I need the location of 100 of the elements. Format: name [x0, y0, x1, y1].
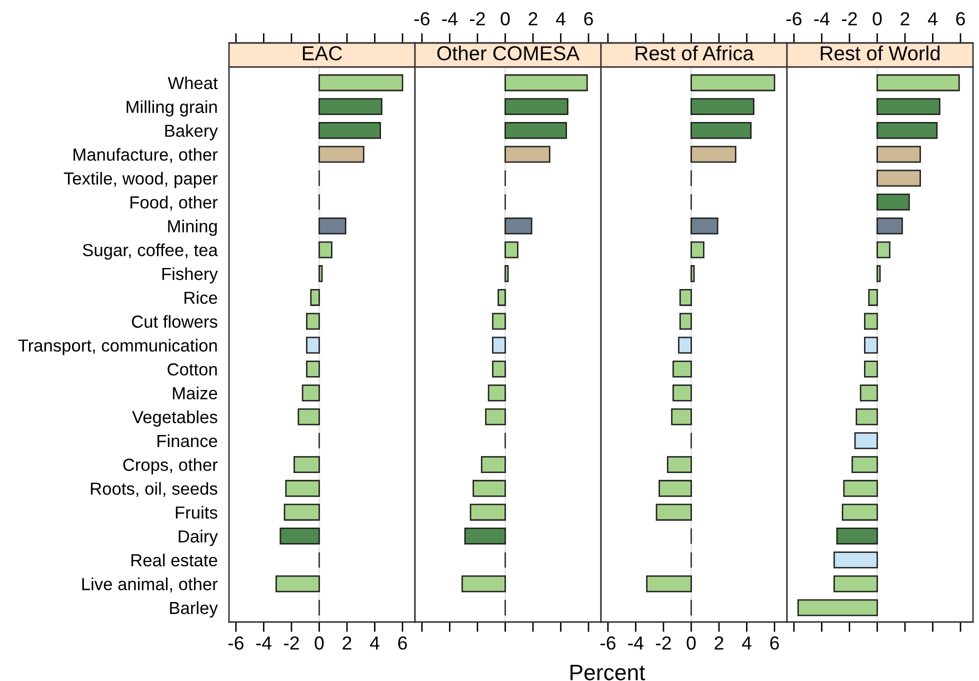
bar: [876, 74, 960, 92]
y-tick-label: Textile, wood, paper: [64, 172, 218, 188]
y-tick-label: Rice: [184, 291, 218, 304]
bar: [492, 312, 506, 330]
bar: [679, 289, 692, 306]
bar: [690, 74, 776, 92]
x-tick-label: 2: [714, 636, 724, 650]
bar: [876, 146, 921, 163]
y-tick-label: Real estate: [131, 554, 218, 566]
x-tick-label: 6: [770, 636, 779, 650]
bar: [318, 265, 323, 282]
x-tick-label: 4: [742, 636, 752, 650]
y-tick-label: Transport, communication: [18, 338, 217, 356]
bar: [854, 432, 878, 450]
bar: [678, 336, 692, 354]
bar: [690, 98, 754, 116]
x-tick-label: 6: [584, 12, 593, 26]
bar: [868, 289, 878, 306]
bar: [690, 146, 736, 163]
bar: [690, 122, 752, 139]
chart-title: Rest of Africa: [636, 46, 754, 60]
bar: [504, 146, 550, 163]
bar: [318, 146, 364, 163]
bar: [860, 384, 878, 402]
bar: [836, 528, 878, 545]
x-tick-label: -4: [442, 12, 458, 26]
x-tick-label: -6: [414, 12, 430, 26]
x-tick-label: 2: [900, 12, 910, 26]
x-tick-label: 4: [370, 636, 380, 650]
bar: [462, 575, 506, 592]
bar: [864, 336, 878, 354]
bar: [666, 456, 692, 473]
x-tick-label: 0: [314, 636, 324, 650]
bar: [472, 480, 506, 497]
bar: [302, 384, 320, 402]
y-tick-label: Live animal, other: [82, 578, 218, 592]
bar: [690, 241, 704, 258]
y-tick-label: Wheat: [168, 76, 218, 90]
bar: [284, 504, 320, 521]
chart-title: EAC: [302, 46, 342, 60]
bar: [285, 480, 320, 497]
x-tick-label: -6: [228, 636, 244, 650]
bar: [318, 217, 346, 234]
x-tick-label: 2: [342, 636, 352, 650]
y-tick-label: Sugar, coffee, tea: [82, 244, 218, 260]
bar: [276, 575, 320, 592]
x-tick-label: 2: [528, 12, 538, 26]
bar: [318, 98, 382, 116]
bar: [492, 360, 506, 378]
bar: [480, 456, 506, 473]
bar: [318, 122, 381, 139]
x-tick-label: -2: [284, 636, 299, 650]
y-tick-label: Roots, oil, seeds: [90, 482, 218, 497]
y-tick-label: Mining: [168, 220, 217, 236]
bar: [318, 241, 332, 258]
x-tick-label: -4: [814, 12, 830, 26]
bar: [280, 528, 320, 545]
bar: [842, 504, 878, 521]
bar: [646, 575, 692, 592]
bar: [464, 528, 506, 545]
bar: [504, 98, 568, 116]
x-tick-label: -4: [628, 636, 644, 650]
x-tick-label: -2: [842, 12, 857, 26]
bar: [485, 408, 506, 426]
bar: [834, 575, 878, 592]
y-tick-label: Cut flowers: [132, 315, 218, 328]
bar: [504, 217, 532, 234]
bar: [843, 480, 878, 497]
bar: [876, 241, 890, 258]
bar: [679, 312, 692, 330]
y-tick-label: Manufacture, other: [74, 148, 218, 163]
bar: [876, 122, 938, 139]
bar: [298, 408, 320, 426]
bar: [504, 74, 588, 92]
bar: [852, 456, 878, 473]
x-tick-label: -2: [656, 636, 671, 650]
bar: [672, 360, 692, 378]
y-tick-label: Barley: [170, 601, 218, 618]
y-tick-label: Fruits: [176, 506, 218, 519]
bar: [306, 360, 320, 378]
bar: [318, 74, 404, 92]
bar: [864, 312, 878, 330]
bar: [294, 456, 320, 473]
y-tick-label: Crops, other: [123, 458, 218, 474]
bar: [498, 289, 506, 306]
bar: [306, 312, 320, 330]
x-tick-label: 0: [872, 12, 882, 26]
chart-title: Rest of World: [820, 46, 940, 60]
bar: [876, 217, 903, 234]
x-tick-label: 4: [928, 12, 938, 26]
y-tick-label: Finance: [158, 434, 218, 448]
bar: [504, 265, 509, 282]
chart-title: Other COMESA: [437, 46, 580, 60]
bar: [306, 336, 320, 354]
y-tick-label: Dairy: [178, 530, 218, 546]
bar: [504, 122, 567, 139]
x-tick-label: 6: [956, 12, 965, 26]
x-tick-label: 4: [556, 12, 566, 26]
bar: [656, 504, 692, 521]
bar: [488, 384, 506, 402]
